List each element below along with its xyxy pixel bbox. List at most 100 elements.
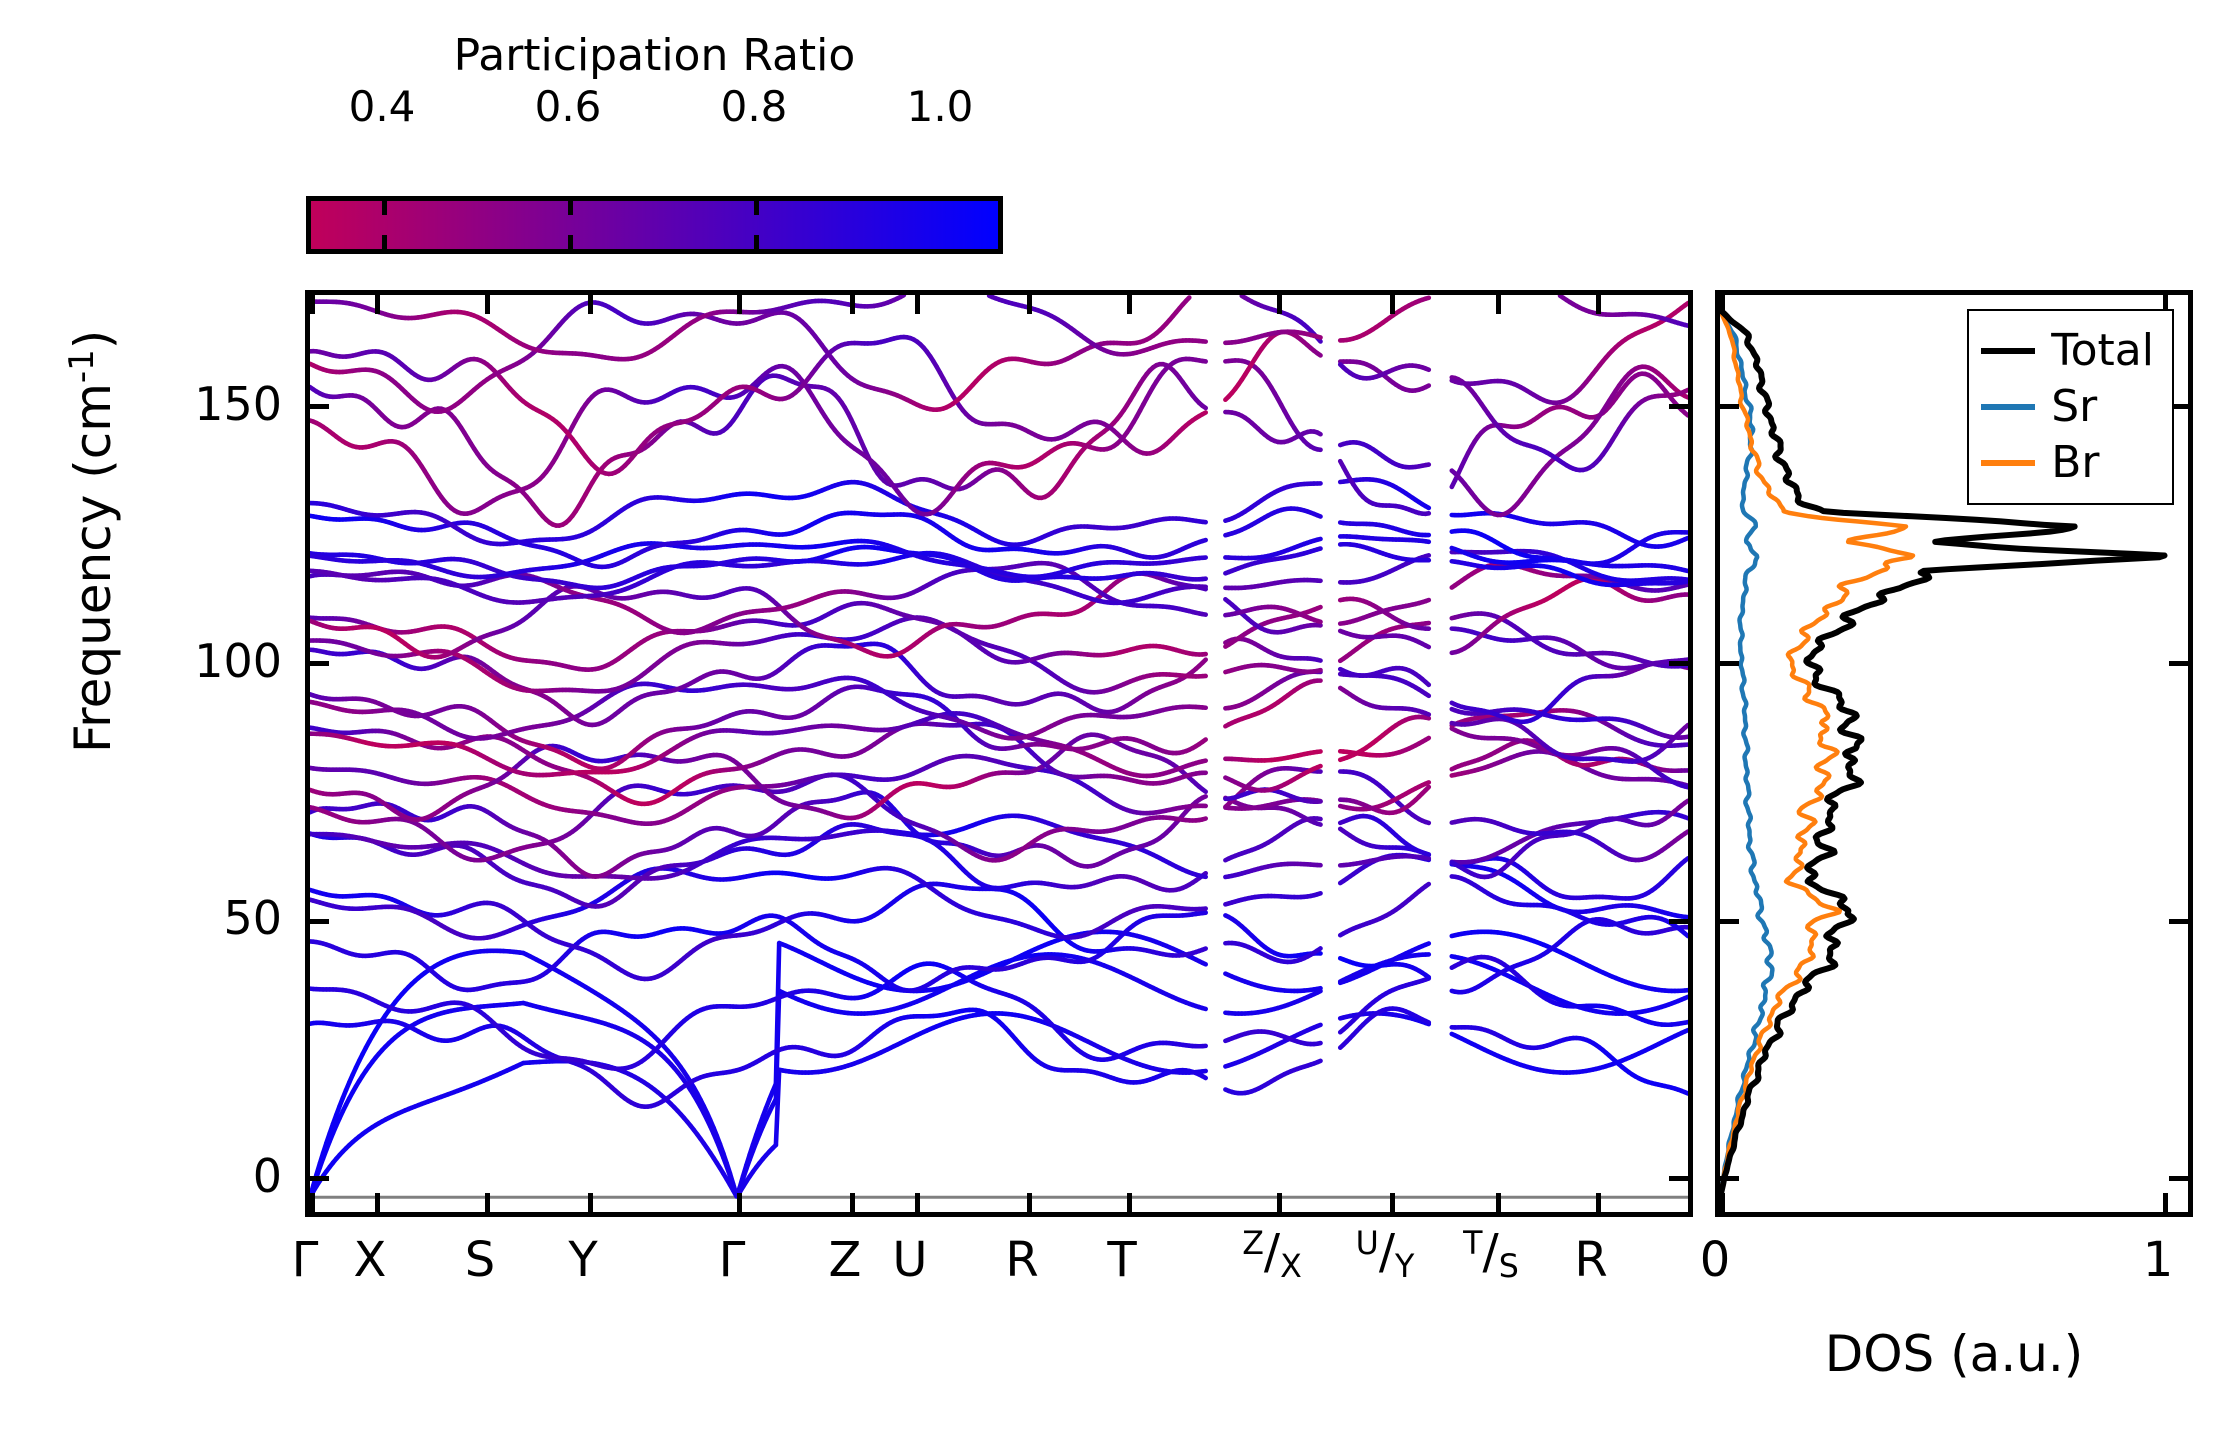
y-tick-right-0	[1669, 1176, 1688, 1181]
x-tick-10	[1390, 1193, 1395, 1212]
kpath-label-u-over-y-den: Y	[1395, 1248, 1415, 1285]
dos-curves	[1720, 306, 2168, 1201]
x-tick-top-5	[850, 295, 855, 314]
dos-x-tick-top-0	[1720, 295, 1725, 314]
y-tick-left-50	[310, 919, 329, 924]
y-tick-label-50: 50	[223, 891, 282, 945]
dos-curve-sr	[1720, 307, 1775, 1200]
x-tick-top-8	[1127, 295, 1132, 314]
band-structure-plot[interactable]	[305, 290, 1693, 1217]
dos-axis-title: DOS (a.u.)	[1824, 1325, 2084, 1383]
x-tick-12	[1596, 1193, 1601, 1212]
colorbar-tick-2-bottom	[754, 235, 759, 249]
colorbar-tick-label-1: 0.6	[534, 82, 602, 131]
band-structure-curves	[310, 295, 1688, 1200]
y-axis-title-exponent: -1	[62, 349, 102, 384]
dos-y-tick-left-100	[1720, 661, 1739, 666]
x-tick-3	[588, 1193, 593, 1212]
legend-label-sr: Sr	[2051, 381, 2098, 432]
x-tick-top-2	[485, 295, 490, 314]
kpath-label-t: T	[1107, 1232, 1137, 1288]
kpath-label-gamma-2: Γ	[718, 1232, 746, 1288]
kpath-label-u-over-y: U/Y	[1355, 1224, 1415, 1285]
kpath-label-gamma-1: Γ	[291, 1232, 319, 1288]
legend-label-br: Br	[2051, 437, 2100, 488]
x-tick-top-6	[915, 295, 920, 314]
dos-y-tick-left-0	[1720, 1176, 1739, 1181]
kpath-label-t-over-s-den: S	[1498, 1248, 1519, 1285]
x-tick-1	[375, 1193, 380, 1212]
legend-item-br[interactable]: Br	[1981, 435, 2154, 491]
colorbar-gradient	[311, 201, 998, 249]
legend-item-total[interactable]: Total	[1981, 323, 2154, 379]
y-tick-right-150	[1669, 404, 1688, 409]
x-tick-top-0	[310, 295, 315, 314]
colorbar-tick-label-2: 0.8	[720, 82, 788, 131]
kpath-label-t-over-s: T/S	[1463, 1224, 1519, 1285]
y-tick-left-150	[310, 404, 329, 409]
dos-x-tick-label-1: 1	[2142, 1232, 2174, 1288]
dos-curve-br	[1720, 307, 1916, 1200]
dos-plot-canvas	[1720, 295, 2188, 1212]
kpath-label-u: U	[892, 1232, 928, 1288]
x-tick-top-11	[1496, 295, 1501, 314]
colorbar-tick-1-top	[568, 201, 573, 215]
dos-y-tick-right-0	[2169, 1176, 2188, 1181]
kpath-label-x: X	[353, 1232, 387, 1288]
colorbar-title: Participation Ratio	[453, 30, 856, 81]
participation-ratio-colorbar	[306, 196, 1003, 254]
legend-swatch-br	[1981, 460, 2036, 466]
y-axis-title-close: )	[64, 329, 122, 350]
kpath-label-r-1: R	[1005, 1232, 1039, 1288]
kpath-label-z-over-x-den: X	[1280, 1248, 1302, 1285]
kpath-label-s: S	[464, 1232, 496, 1288]
band-plot-canvas	[310, 295, 1688, 1212]
y-tick-label-150: 150	[194, 377, 282, 431]
dos-y-tick-left-50	[1720, 919, 1739, 924]
x-tick-top-9	[1277, 295, 1282, 314]
x-tick-9	[1277, 1193, 1282, 1212]
dos-x-tick-label-0: 0	[1699, 1232, 1731, 1288]
band-curve-group	[310, 295, 1688, 1200]
kpath-label-z: Z	[828, 1232, 862, 1288]
x-tick-top-3	[588, 295, 593, 314]
x-tick-top-4	[737, 295, 742, 314]
kpath-label-r-2: R	[1574, 1232, 1608, 1288]
colorbar-tick-2-top	[754, 201, 759, 215]
kpath-label-z-over-x: Z/X	[1242, 1224, 1302, 1285]
dos-y-tick-right-50	[2169, 919, 2188, 924]
dos-x-tick-top-1	[2163, 295, 2168, 314]
y-tick-label-0: 0	[252, 1149, 282, 1203]
dos-curve-total	[1720, 306, 2168, 1201]
y-tick-left-100	[310, 661, 329, 666]
dos-curve-group	[1720, 306, 2168, 1201]
x-tick-2	[485, 1193, 490, 1212]
kpath-label-t-over-s-num: T	[1463, 1225, 1483, 1262]
legend-item-sr[interactable]: Sr	[1981, 379, 2154, 435]
x-tick-6	[915, 1193, 920, 1212]
dos-x-tick-1	[2163, 1193, 2168, 1212]
dos-y-tick-left-150	[1720, 404, 1739, 409]
kpath-label-u-over-y-num: U	[1355, 1225, 1379, 1262]
x-tick-5	[850, 1193, 855, 1212]
x-tick-8	[1127, 1193, 1132, 1212]
y-axis-title-main: Frequency (cm	[64, 383, 122, 753]
x-tick-4	[737, 1193, 742, 1212]
x-tick-top-10	[1390, 295, 1395, 314]
colorbar-tick-1-bottom	[568, 235, 573, 249]
dos-y-tick-right-150	[2169, 404, 2188, 409]
kpath-label-y: Y	[568, 1232, 598, 1288]
x-tick-7	[1027, 1193, 1032, 1212]
y-tick-label-100: 100	[194, 634, 282, 688]
y-tick-left-0	[310, 1176, 329, 1181]
legend-swatch-sr	[1981, 404, 2036, 410]
dos-x-tick-0	[1720, 1193, 1725, 1212]
x-tick-11	[1496, 1193, 1501, 1212]
y-tick-right-100	[1669, 661, 1688, 666]
dos-plot[interactable]: Total Sr Br	[1715, 290, 2193, 1217]
x-tick-top-1	[375, 295, 380, 314]
dos-legend: Total Sr Br	[1967, 309, 2174, 505]
dos-y-tick-right-100	[2169, 661, 2188, 666]
legend-swatch-total	[1981, 348, 2036, 354]
